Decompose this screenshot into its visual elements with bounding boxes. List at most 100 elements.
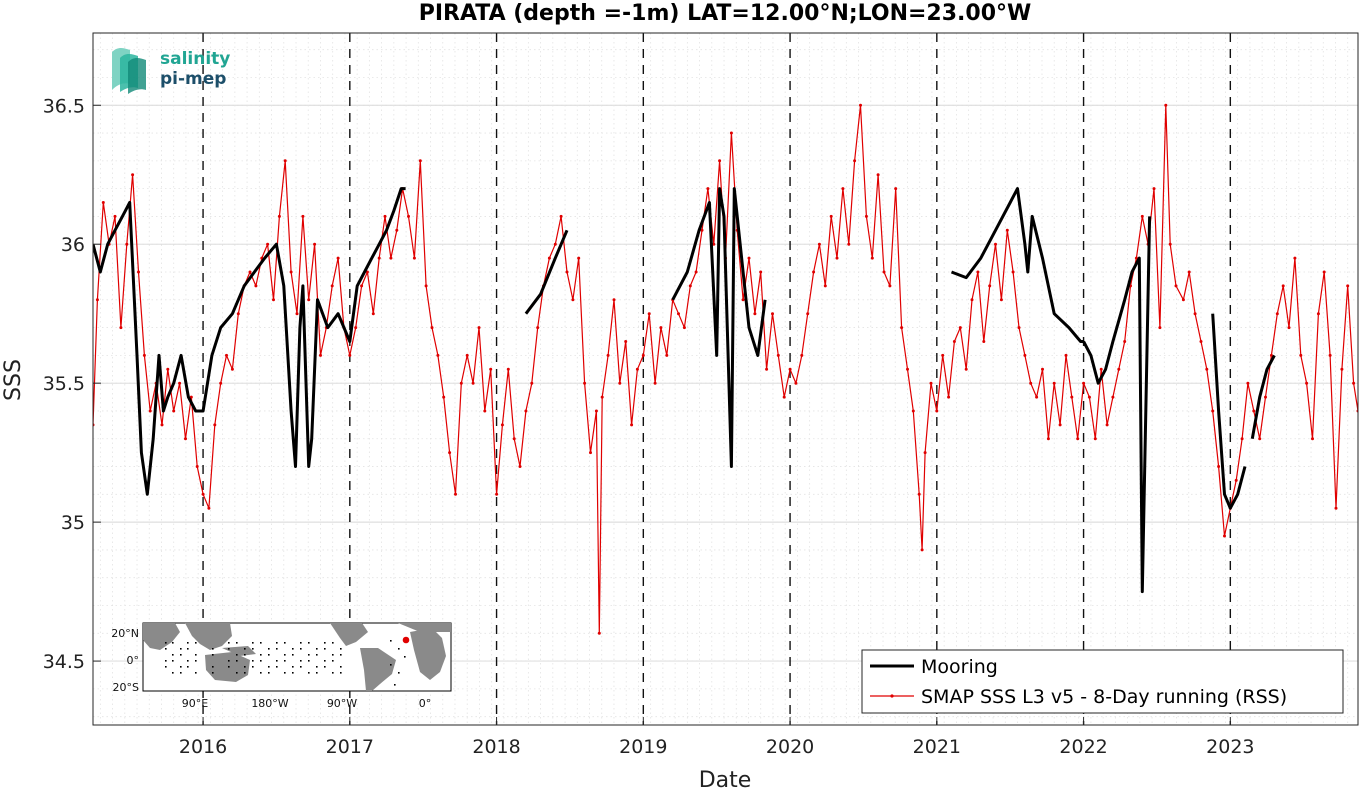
data-point [160, 423, 164, 427]
buoy-marker [292, 672, 294, 674]
data-point [377, 256, 381, 260]
data-point [448, 451, 452, 455]
logo-text-salinity: salinity [160, 49, 230, 69]
data-point [1299, 353, 1303, 357]
buoy-marker [276, 648, 278, 650]
data-point [1140, 214, 1144, 218]
data-point [512, 437, 516, 441]
data-point [1205, 367, 1209, 371]
series-mooring [93, 187, 1276, 594]
data-point [1052, 381, 1056, 385]
buoy-marker [332, 642, 334, 644]
legend-box [861, 649, 1344, 714]
buoy-marker [236, 660, 238, 662]
data-point [1305, 381, 1309, 385]
data-point [1269, 353, 1273, 357]
data-point [577, 256, 581, 260]
data-point [272, 298, 275, 302]
data-point [753, 312, 757, 316]
buoy-marker [165, 660, 167, 662]
inset-map-lon-label: 90°W [327, 697, 357, 710]
data-point [600, 395, 604, 399]
inset-map: 20°N 0° 20°S 90°E 180°W 90°W 0° [111, 622, 452, 710]
inset-map-land [143, 623, 451, 691]
salinity-pimep-logo: salinity pi-mep [112, 48, 230, 94]
data-point [1334, 506, 1338, 510]
buoy-marker [308, 642, 310, 644]
data-point [395, 228, 399, 232]
plot-area [93, 33, 1358, 725]
data-point [1252, 409, 1256, 413]
buoy-marker [390, 640, 392, 642]
buoy-marker [236, 672, 238, 674]
series-line-segment [1082, 216, 1152, 594]
buoy-marker [300, 660, 302, 662]
buoy-marker [236, 642, 238, 644]
data-point [741, 298, 745, 302]
data-point [313, 242, 317, 246]
data-point [1281, 284, 1285, 288]
data-point [782, 395, 786, 399]
data-point [530, 381, 534, 385]
buoy-marker [284, 672, 286, 674]
data-point [407, 214, 410, 218]
data-point [589, 451, 592, 455]
data-point [982, 340, 986, 343]
data-point [184, 437, 187, 441]
data-point [952, 340, 956, 343]
data-point [418, 159, 422, 163]
buoy-marker [292, 654, 294, 656]
buoy-marker [398, 672, 400, 674]
buoy-marker [228, 648, 230, 650]
data-point [1275, 312, 1279, 316]
data-point [682, 326, 686, 330]
buoy-marker [228, 660, 230, 662]
data-point [870, 256, 874, 260]
series-line-segment [1211, 313, 1247, 510]
data-point [747, 256, 751, 260]
data-point [1158, 326, 1162, 330]
data-point [1076, 437, 1080, 441]
data-point [330, 284, 334, 288]
data-point [536, 326, 540, 330]
data-point [236, 312, 240, 316]
data-point [189, 395, 193, 399]
buoy-marker [332, 660, 334, 662]
buoy-marker [172, 660, 174, 662]
data-point [1217, 465, 1221, 468]
data-point [882, 270, 886, 274]
data-point [900, 326, 904, 330]
data-point [225, 353, 228, 357]
data-point [1199, 340, 1203, 343]
data-point [630, 423, 634, 427]
data-point [1168, 242, 1172, 246]
data-point [647, 312, 651, 316]
data-point [1346, 284, 1350, 288]
data-point [829, 214, 833, 218]
data-point [553, 242, 557, 246]
buoy-marker [316, 654, 318, 656]
data-point [800, 353, 804, 357]
plot-frame [92, 32, 1359, 726]
buoy-marker [187, 660, 189, 662]
buoy-marker [316, 648, 318, 650]
buoy-marker [172, 654, 174, 656]
buoy-marker [187, 648, 189, 650]
buoy-marker [308, 660, 310, 662]
logo-text-pimep: pi-mep [160, 69, 226, 89]
legend-label-smap: SMAP SSS L3 v5 - 8-Day running (RSS) [921, 686, 1287, 708]
data-point [1322, 270, 1326, 274]
y-tick-label: 35.5 [43, 373, 85, 395]
data-point [1258, 437, 1262, 441]
series-line-segment [671, 187, 767, 468]
buoy-marker [276, 642, 278, 644]
data-point [230, 367, 234, 371]
data-point [95, 298, 99, 302]
data-point [178, 381, 182, 385]
buoy-marker [316, 672, 318, 674]
buoy-marker [308, 672, 310, 674]
inset-map-lat-label: 0° [127, 654, 140, 667]
buoy-marker [195, 642, 197, 644]
buoy-marker [165, 648, 167, 650]
data-point [906, 367, 909, 371]
